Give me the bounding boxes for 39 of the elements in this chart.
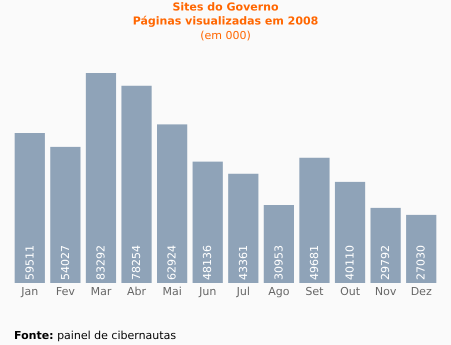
- data-label: 30953: [272, 245, 286, 280]
- bar: [157, 124, 188, 283]
- x-tick-label: Ago: [268, 285, 290, 298]
- bar: [50, 146, 80, 283]
- bar: [86, 73, 116, 283]
- data-label: 48136: [201, 245, 214, 280]
- x-tick-label: Jan: [20, 285, 38, 298]
- data-label: 40110: [344, 245, 357, 280]
- bar: [370, 208, 401, 283]
- source-note: Fonte: painel de cibernautas: [14, 329, 176, 342]
- bar: [192, 162, 223, 283]
- x-tick-label: Nov: [374, 285, 397, 298]
- data-label: 83292: [94, 245, 108, 280]
- data-label: 78254: [130, 245, 144, 280]
- x-tick-label: Out: [340, 285, 361, 298]
- data-label: 49681: [308, 245, 321, 280]
- chart-title: Sites do Governo Páginas visualizadas em 2008: [132, 0, 318, 28]
- bar: [334, 182, 366, 283]
- data-label: 43361: [236, 245, 250, 280]
- x-tick-label: Dez: [410, 285, 432, 298]
- x-tick-label: Abr: [127, 285, 147, 298]
- bar: [121, 86, 152, 283]
- x-tick-label: Jul: [236, 285, 250, 298]
- data-label: 59511: [23, 245, 36, 280]
- data-label: 27030: [414, 245, 428, 280]
- bar: [406, 214, 436, 283]
- x-tick-label: Fev: [56, 285, 76, 298]
- x-tick-label: Jun: [198, 285, 216, 298]
- x-tick-label: Mar: [90, 285, 112, 298]
- data-label: 62924: [166, 245, 179, 280]
- bar: [14, 132, 45, 283]
- chart-subtitle: (em 000): [200, 28, 251, 42]
- bar: [228, 174, 258, 283]
- bar: [299, 158, 330, 283]
- x-tick-label: Set: [305, 285, 324, 298]
- data-label: 29792: [379, 245, 392, 280]
- data-label: 54027: [58, 245, 72, 280]
- bar: [264, 204, 294, 283]
- x-tick-label: Mai: [162, 285, 182, 298]
